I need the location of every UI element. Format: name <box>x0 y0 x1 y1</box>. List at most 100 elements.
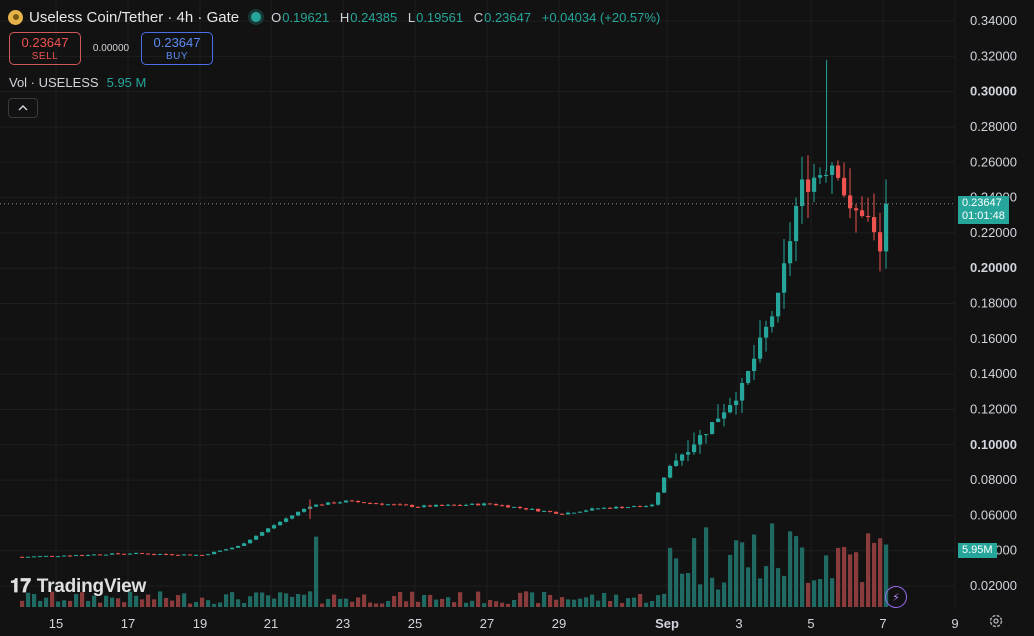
volume-bar <box>248 596 253 607</box>
gear-icon[interactable] <box>988 613 1004 629</box>
volume-bar <box>830 578 835 607</box>
candle-body <box>668 465 673 478</box>
candle-body <box>200 554 205 556</box>
volume-bar <box>746 567 751 607</box>
close-key: C <box>473 9 484 25</box>
candle-body <box>674 460 679 466</box>
y-tick-label: 0.06000 <box>970 507 1017 522</box>
symbol-title[interactable]: Useless Coin/Tether · 4h · Gate <box>29 8 240 26</box>
volume-bar <box>272 598 277 607</box>
candle-body <box>350 500 355 502</box>
candle-body <box>170 554 175 556</box>
high-key: H <box>339 9 350 25</box>
volume-bar <box>518 592 523 607</box>
volume-bar <box>122 602 127 607</box>
candle-body <box>494 503 499 506</box>
candle-body <box>458 504 463 506</box>
candle-body <box>776 292 781 317</box>
candle-body <box>632 506 637 508</box>
y-tick-label: 0.30000 <box>970 84 1017 99</box>
volume-bar <box>404 601 409 607</box>
volume-bar <box>836 547 841 607</box>
candle-body <box>608 507 613 509</box>
candle-body <box>788 241 793 264</box>
candle-body <box>392 504 397 506</box>
candle-body <box>92 554 97 556</box>
candle-body <box>32 556 37 558</box>
candle-body <box>122 553 127 555</box>
lightning-icon[interactable]: ⚡ <box>885 586 907 608</box>
brand-name: TradingView <box>36 576 147 597</box>
candle-body <box>686 452 691 455</box>
volume-bar <box>572 599 577 607</box>
candle-body <box>440 504 445 506</box>
volume-bar <box>464 602 469 607</box>
volume-value: 5.95 M <box>106 75 147 90</box>
volume-bar <box>50 591 55 607</box>
candle-body <box>578 511 583 513</box>
volume-bar <box>764 566 769 607</box>
volume-bar <box>740 542 745 607</box>
volume-bar <box>32 594 37 607</box>
candle-body <box>620 506 625 508</box>
volume-bar <box>20 600 25 607</box>
candle-body <box>74 555 79 557</box>
volume-bar <box>314 536 319 607</box>
volume-bar <box>302 594 307 607</box>
volume-bar <box>56 601 61 607</box>
candle-body <box>314 504 319 507</box>
buy-button[interactable]: 0.23647 BUY <box>141 32 213 65</box>
candle-body <box>398 504 403 506</box>
volume-bar <box>878 538 883 607</box>
useless-coin-icon <box>8 9 23 25</box>
volume-bar <box>326 598 331 607</box>
volume-bar <box>752 534 757 607</box>
y-tick-label: 0.28000 <box>970 119 1017 134</box>
volume-bar <box>560 597 565 607</box>
volume-bar <box>818 579 823 607</box>
volume-bar <box>620 603 625 607</box>
candle-body <box>434 504 439 507</box>
volume-bar <box>854 552 859 607</box>
change-value: +0.04034 (+20.57%) <box>541 9 661 25</box>
volume-bar <box>68 600 73 607</box>
trade-panel: 0.23647 SELL 0.00000 0.23647 BUY <box>9 32 213 65</box>
volume-bar <box>782 575 787 607</box>
sell-button[interactable]: 0.23647 SELL <box>9 32 81 65</box>
collapse-legend-button[interactable] <box>8 98 38 118</box>
y-tick-label: 0.14000 <box>970 366 1017 381</box>
volume-bar <box>218 602 223 607</box>
volume-bar <box>530 592 535 607</box>
x-tick-label: Sep <box>655 616 679 631</box>
volume-bar <box>602 592 607 607</box>
volume-bar <box>644 602 649 607</box>
candle-body <box>404 504 409 506</box>
volume-bar <box>446 597 451 607</box>
volume-bar <box>626 598 631 607</box>
tradingview-logo[interactable]: 𝟏𝟕 TradingView <box>10 576 146 598</box>
volume-bar <box>224 594 229 607</box>
y-tick-label: 0.20000 <box>970 260 1017 275</box>
candle-body <box>812 177 817 192</box>
candle-body <box>704 434 709 436</box>
volume-bar <box>632 597 637 607</box>
candle-body <box>464 504 469 506</box>
volume-bar <box>158 591 163 607</box>
candle-body <box>800 179 805 207</box>
volume-bar <box>596 600 601 607</box>
volume-bar <box>74 594 79 607</box>
volume-bar <box>164 597 169 607</box>
high-value: 0.24385 <box>350 9 398 25</box>
candle-body <box>650 504 655 507</box>
candle-body <box>548 510 553 512</box>
volume-bar <box>392 595 397 607</box>
y-tick-label: 0.22000 <box>970 225 1017 240</box>
candle-body <box>692 444 697 453</box>
volume-bar <box>734 540 739 607</box>
candle-body <box>644 506 649 508</box>
candle-body <box>326 502 331 505</box>
volume-bar <box>536 603 541 607</box>
candle-body <box>884 203 889 252</box>
ohlc-readout: O0.19621 H0.24385 L0.19561 C0.23647 +0.0… <box>271 10 667 25</box>
